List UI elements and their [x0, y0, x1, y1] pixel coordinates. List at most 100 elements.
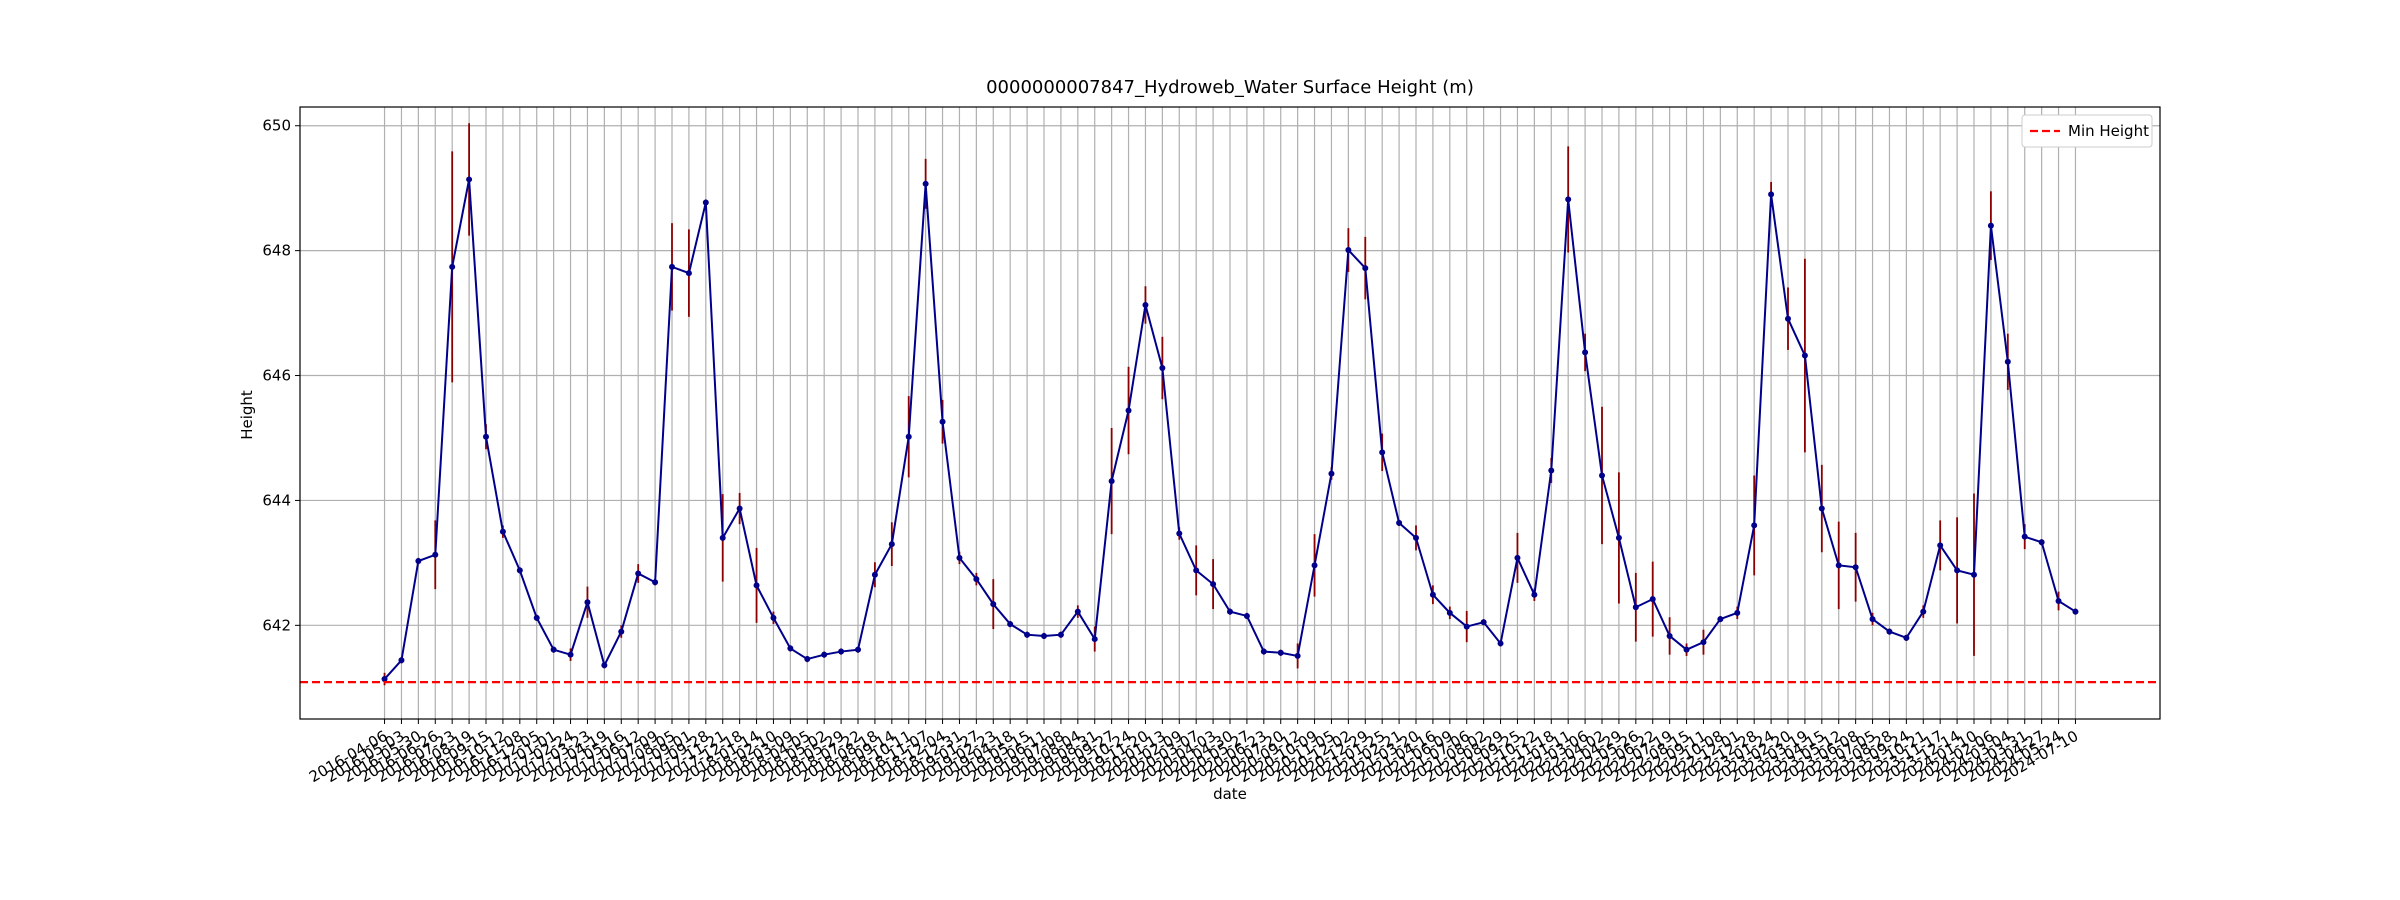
point	[1869, 616, 1876, 623]
y-tick-label: 650	[262, 117, 291, 135]
point	[1210, 581, 1217, 588]
point	[1768, 191, 1775, 198]
point	[1413, 534, 1419, 541]
point	[669, 263, 675, 270]
point	[787, 645, 794, 652]
point	[1091, 636, 1098, 643]
point	[1734, 609, 1741, 616]
point	[1582, 349, 1589, 356]
point	[973, 576, 980, 583]
point	[1294, 652, 1301, 659]
point	[956, 554, 963, 561]
point	[1243, 612, 1250, 619]
point	[1514, 554, 1521, 561]
point	[1683, 646, 1690, 653]
point	[871, 571, 878, 578]
y-tick-label: 648	[262, 242, 291, 260]
point	[635, 570, 642, 577]
point	[821, 651, 828, 658]
point	[855, 646, 861, 653]
x-axis-label: date	[1213, 785, 1247, 803]
point	[652, 579, 659, 586]
point	[2072, 608, 2079, 615]
point	[1159, 365, 1166, 372]
point	[1937, 542, 1944, 549]
point	[939, 418, 946, 425]
legend-box	[2021, 114, 2153, 148]
point	[1125, 407, 1132, 414]
point	[1497, 640, 1504, 647]
point	[466, 176, 473, 183]
point	[753, 582, 760, 589]
point	[601, 662, 608, 669]
point	[838, 648, 845, 655]
point	[2004, 358, 2011, 365]
point	[2055, 597, 2062, 604]
point	[1480, 619, 1487, 626]
point	[1362, 265, 1369, 272]
point	[567, 651, 574, 658]
point	[1666, 632, 1673, 639]
point	[550, 646, 557, 653]
point	[1717, 616, 1724, 623]
point	[1548, 467, 1555, 474]
chart-title: 0000000007847_Hydroweb_Water Surface Hei…	[986, 77, 1474, 98]
point	[2038, 539, 2045, 546]
point	[1954, 567, 1961, 574]
point	[702, 199, 709, 206]
y-tick-label: 644	[262, 491, 291, 509]
point	[1446, 609, 1453, 616]
point	[1108, 478, 1115, 485]
point	[1632, 604, 1639, 611]
point	[1379, 449, 1386, 456]
point	[1396, 519, 1403, 526]
point	[990, 601, 997, 608]
point	[381, 676, 388, 683]
point	[1700, 639, 1707, 646]
y-axis-label: Height	[238, 390, 256, 440]
point	[1971, 571, 1977, 578]
point	[398, 657, 405, 664]
point	[1142, 301, 1149, 308]
point	[1920, 608, 1927, 615]
point	[432, 551, 439, 558]
point	[770, 614, 777, 621]
point	[1801, 352, 1808, 359]
point	[1345, 247, 1352, 254]
point	[685, 270, 692, 277]
point	[1328, 470, 1335, 477]
point	[905, 433, 912, 440]
point	[415, 558, 422, 565]
point	[888, 541, 895, 548]
point	[584, 599, 591, 606]
point	[499, 528, 506, 535]
point	[1277, 649, 1284, 656]
y-tick-label: 646	[262, 367, 291, 385]
point	[1176, 530, 1183, 537]
point	[736, 505, 743, 512]
point	[1599, 472, 1605, 479]
point	[1260, 648, 1267, 655]
point	[922, 180, 929, 187]
point	[1886, 628, 1893, 635]
point	[1429, 591, 1436, 598]
point	[1903, 634, 1910, 641]
point	[1649, 596, 1656, 603]
point	[1835, 562, 1842, 569]
point	[618, 628, 625, 635]
point	[1041, 632, 1047, 639]
point	[719, 534, 726, 541]
point	[1024, 631, 1031, 638]
point	[1818, 505, 1825, 512]
point	[1007, 621, 1014, 628]
point	[1193, 567, 1200, 574]
point	[2021, 533, 2028, 540]
point	[1615, 534, 1622, 541]
point	[483, 433, 489, 440]
point	[533, 614, 540, 621]
point	[1227, 608, 1233, 615]
point	[1852, 564, 1859, 571]
plot-frame	[299, 106, 2161, 720]
point	[1987, 222, 1994, 229]
